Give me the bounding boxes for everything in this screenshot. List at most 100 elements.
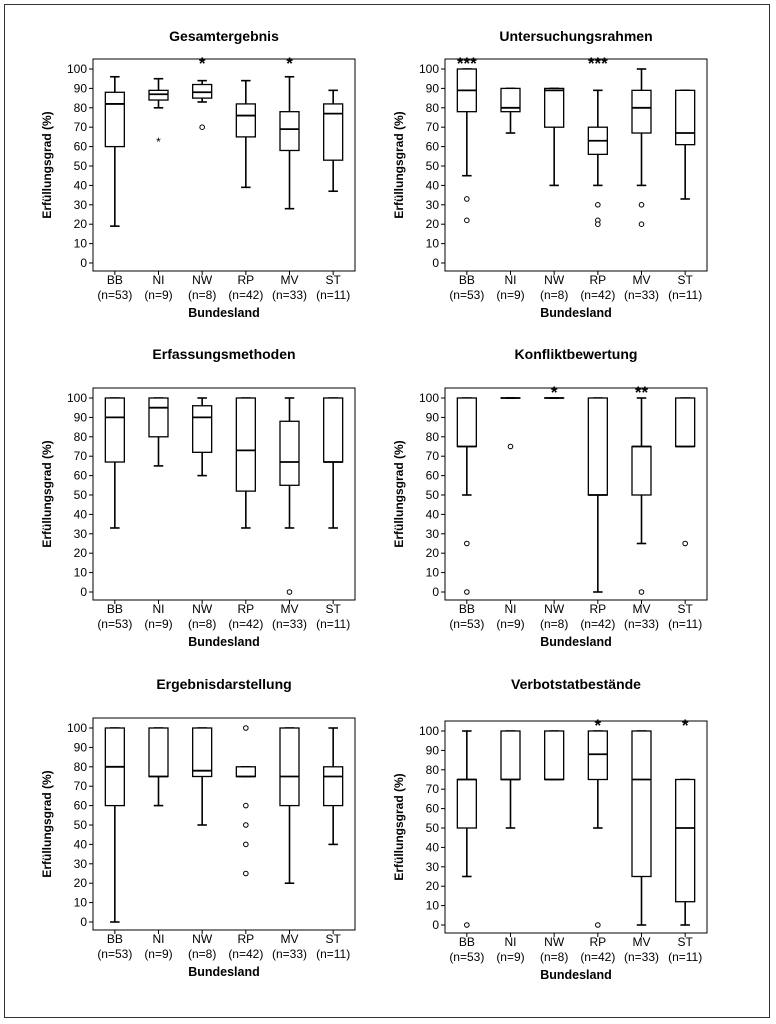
- y-tick-label: 70: [426, 120, 440, 134]
- y-tick-label: 100: [419, 391, 439, 405]
- box-iqr: [323, 766, 344, 807]
- y-tick-label: 30: [426, 860, 440, 874]
- y-tick-label: 0: [80, 256, 87, 270]
- chart-panel-2: Untersuchungsrahmen 0 10 20 30 40 50 60 70 80 90 10…: [392, 28, 708, 320]
- x-category-label: NW: [192, 273, 213, 287]
- significance-marker: **: [635, 383, 649, 402]
- y-axis-label: Erfüllungsgrad (%): [40, 111, 54, 218]
- y-tick-label: 20: [74, 876, 88, 890]
- chart-panel-6: Verbotstatbestände 0 10 20 30 40 50 60 70 80 90 100…: [392, 676, 708, 982]
- y-tick-label: 70: [426, 449, 440, 463]
- plot-area: [444, 387, 708, 601]
- y-tick-label: 0: [432, 918, 439, 932]
- box-NW: *: [544, 383, 565, 402]
- significance-marker: ***: [457, 54, 477, 73]
- x-n-label: (n=53): [97, 947, 132, 961]
- chart-panel-4: Konfliktbewertung 0 10 20 30 40 50 60 70 80 90 100 E…: [392, 346, 708, 649]
- outlier-point: [464, 217, 470, 224]
- box-NW: [192, 397, 213, 477]
- y-tick-label: 40: [426, 840, 440, 854]
- x-category-label: NW: [192, 932, 213, 946]
- box-iqr: [500, 730, 521, 781]
- x-category-label: ST: [325, 273, 341, 287]
- box-ST: [323, 89, 344, 193]
- y-tick-label: 90: [426, 743, 440, 757]
- outlier-point: [595, 202, 601, 208]
- box-iqr: [235, 766, 256, 778]
- box-BB: [104, 397, 125, 529]
- x-category-label: NW: [544, 602, 565, 616]
- x-n-label: (n=42): [228, 617, 263, 631]
- y-tick-label: 0: [432, 256, 439, 270]
- y-tick-label: 50: [426, 488, 440, 502]
- chart-title: Erfassungsmethoden: [152, 346, 295, 362]
- y-tick-label: 10: [74, 566, 88, 580]
- box-iqr: [148, 89, 169, 101]
- box-MV: [631, 68, 652, 227]
- box-RP: [235, 397, 256, 529]
- x-category-label: NI: [153, 932, 165, 946]
- y-axis-label: Erfüllungsgrad (%): [392, 440, 406, 547]
- box-ST: [323, 727, 344, 846]
- box-iqr: [235, 397, 256, 492]
- y-tick-label: 80: [426, 430, 440, 444]
- x-category-label: BB: [107, 932, 123, 946]
- box-iqr: [587, 397, 608, 496]
- box-RP: [235, 79, 256, 189]
- extreme-point: *: [156, 135, 161, 149]
- x-category-label: RP: [237, 932, 254, 946]
- box-BB: [104, 75, 125, 227]
- outlier-point: [595, 221, 601, 227]
- x-n-label: (n=42): [580, 950, 615, 964]
- y-tick-label: 20: [426, 879, 440, 893]
- y-tick-label: 0: [80, 585, 87, 599]
- x-n-label: (n=8): [188, 288, 216, 302]
- box-BB: ***: [456, 54, 477, 224]
- y-tick-label: 40: [74, 178, 88, 192]
- y-tick-label: 80: [74, 760, 88, 774]
- outlier-point: [243, 802, 249, 809]
- plot-area: [444, 58, 708, 272]
- outlier-point: [243, 725, 249, 731]
- y-tick-label: 50: [426, 821, 440, 835]
- y-axis-label: Erfüllungsgrad (%): [40, 770, 54, 877]
- x-category-label: ST: [677, 602, 693, 616]
- x-n-label: (n=53): [449, 288, 484, 302]
- box-NW: [544, 730, 565, 781]
- x-category-label: MV: [281, 273, 299, 287]
- x-n-label: (n=9): [144, 288, 172, 302]
- x-n-label: (n=33): [272, 947, 307, 961]
- box-NI: *: [148, 77, 169, 149]
- x-axis-label: Bundesland: [540, 968, 612, 982]
- box-NW: [544, 87, 565, 187]
- box-NI: [148, 727, 169, 807]
- x-category-label: BB: [107, 273, 123, 287]
- x-n-label: (n=8): [540, 617, 568, 631]
- box-iqr: [104, 91, 125, 148]
- outlier-point: [638, 589, 645, 595]
- x-n-label: (n=33): [272, 288, 307, 302]
- y-tick-label: 60: [74, 799, 88, 813]
- box-iqr: [675, 397, 696, 448]
- x-category-label: RP: [589, 602, 606, 616]
- chart-title: Ergebnisdarstellung: [156, 676, 291, 692]
- x-n-label: (n=42): [580, 288, 615, 302]
- chart-title: Konfliktbewertung: [515, 346, 638, 362]
- box-iqr: [235, 103, 256, 138]
- chart-panel-3: Erfassungsmethoden 0 10 20 30 40 50 60 70 80 90 100…: [40, 346, 356, 649]
- x-n-label: (n=11): [316, 947, 350, 961]
- significance-marker: ***: [588, 54, 608, 73]
- x-category-label: MV: [281, 602, 299, 616]
- outlier-point: [286, 589, 293, 595]
- outlier-point: [682, 540, 688, 547]
- y-tick-label: 70: [74, 779, 88, 793]
- box-iqr: [456, 397, 477, 448]
- x-n-label: (n=42): [228, 947, 263, 961]
- outlier-point: [638, 202, 645, 208]
- significance-marker: *: [682, 716, 689, 735]
- x-n-label: (n=42): [228, 288, 263, 302]
- x-n-label: (n=9): [496, 288, 524, 302]
- y-tick-label: 20: [74, 546, 88, 560]
- significance-marker: *: [595, 716, 602, 735]
